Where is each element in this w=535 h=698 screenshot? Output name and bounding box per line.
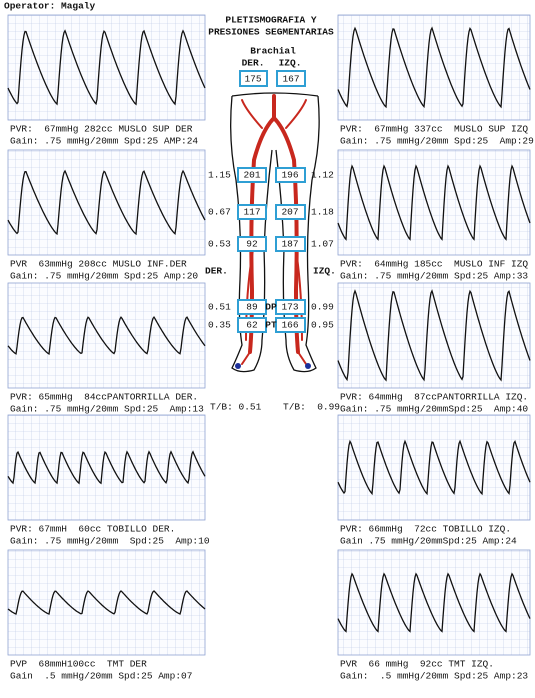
title: PLETISMOGRAFIA Y [225, 15, 317, 26]
index-right: 0.99 [311, 302, 334, 313]
pressure-izq: 173 [281, 302, 298, 313]
panel-caption: PVP 68mmH100cc TMT DER [10, 659, 147, 670]
waveform-grid [338, 415, 530, 520]
panel-caption: PVR: 64mmHg 185cc MUSLO INF IZQ [340, 259, 528, 270]
index-right: 1.18 [311, 207, 334, 218]
waveform-grid [338, 150, 530, 255]
pressure-izq: 166 [281, 320, 298, 331]
brachial-der: 175 [244, 74, 261, 85]
site-label: DP [265, 302, 277, 313]
index-left: 0.67 [208, 207, 231, 218]
panel-caption: PVR: 67mmHg 282cc MUSLO SUP DER [10, 124, 193, 135]
panel-caption: Gain .75 mmHg/20mmSpd:25 Amp:24 [340, 536, 517, 547]
pressure-der: 201 [243, 170, 260, 181]
panel-caption: Gain: .75 mmHg/20mm Spd:25 Amp:10 [10, 536, 210, 547]
panel-caption: PVR: 65mmHg 84ccPANTORRILLA DER. [10, 392, 198, 403]
report: Operator: Magaly PLETISMOGRAFIA Y PRESIO… [0, 0, 535, 698]
waveform-grid [8, 415, 205, 520]
index-right: 1.12 [311, 170, 334, 181]
waveform-grid [8, 150, 205, 255]
der-label: DER. [242, 58, 265, 69]
panel-caption: Gain .5 mmHg/20mm Spd:25 Amp:07 [10, 671, 192, 682]
site-label: PT [265, 320, 277, 331]
index-left: 1.15 [208, 170, 231, 181]
panel-caption: PVR: 66mmHg 72cc TOBILLO IZQ. [340, 524, 511, 535]
pressure-der: 62 [246, 320, 258, 331]
tb-left: T/B: 0.51 [210, 402, 262, 413]
panel-caption: Gain: .75 mmHg/20mm Spd:25 Amp:13 [10, 404, 204, 415]
panel-caption: PVR 66 mmHg 92cc TMT IZQ. [340, 659, 494, 670]
index-left: 0.53 [208, 239, 231, 250]
brachial-izq: 167 [282, 74, 299, 85]
title: PRESIONES SEGMENTARIAS [208, 27, 334, 38]
pressure-izq: 187 [281, 239, 298, 250]
brachial-label: Brachial [250, 46, 296, 57]
index-left: 0.51 [208, 302, 231, 313]
panel-caption: Gain: .75 mmHg/20mmSpd:25 Amp:40 [340, 404, 528, 415]
pressure-izq: 207 [281, 207, 298, 218]
panel-caption: PVR 63mmHg 208cc MUSLO INF.DER [10, 259, 187, 270]
index-right: 0.95 [311, 320, 334, 331]
pressure-der: 92 [246, 239, 258, 250]
panel-caption: Gain: .75 mmHg/20mm Spd:25 Amp:29 [340, 136, 534, 147]
waveform-grid [338, 550, 530, 655]
pressure-der: 117 [243, 207, 260, 218]
izq-label: IZQ. [279, 58, 302, 69]
panel-caption: PVR: 64mmHg 87ccPANTORRILLA IZQ. [340, 392, 528, 403]
panel-caption: Gain: .75 mmHg/20mm Spd:25 Amp:33 [340, 271, 528, 282]
index-left: 0.35 [208, 320, 231, 331]
index-right: 1.07 [311, 239, 334, 250]
waveform-grid [8, 550, 205, 655]
panel-caption: PVR: 67mmH 60cc TOBILLO DER. [10, 524, 175, 535]
waveform-grid [8, 283, 205, 388]
side-der: DER. [205, 266, 228, 277]
operator: Operator: Magaly [4, 1, 96, 12]
pressure-izq: 196 [281, 170, 298, 181]
tb-right: T/B: 0.99 [283, 402, 340, 413]
panel-caption: Gain: .5 mmHg/20mm Spd:25 Amp:23 [340, 671, 528, 682]
panel-caption: PVR: 67mmHg 337cc MUSLO SUP IZQ [340, 124, 528, 135]
panel-caption: Gain: .75 mmHg/20mm Spd:25 AMP:24 [10, 136, 198, 147]
panel-caption: Gain: .75 mmHg/20mm Spd:25 Amp:20 [10, 271, 198, 282]
side-izq: IZQ. [313, 266, 336, 277]
pressure-der: 89 [246, 302, 258, 313]
